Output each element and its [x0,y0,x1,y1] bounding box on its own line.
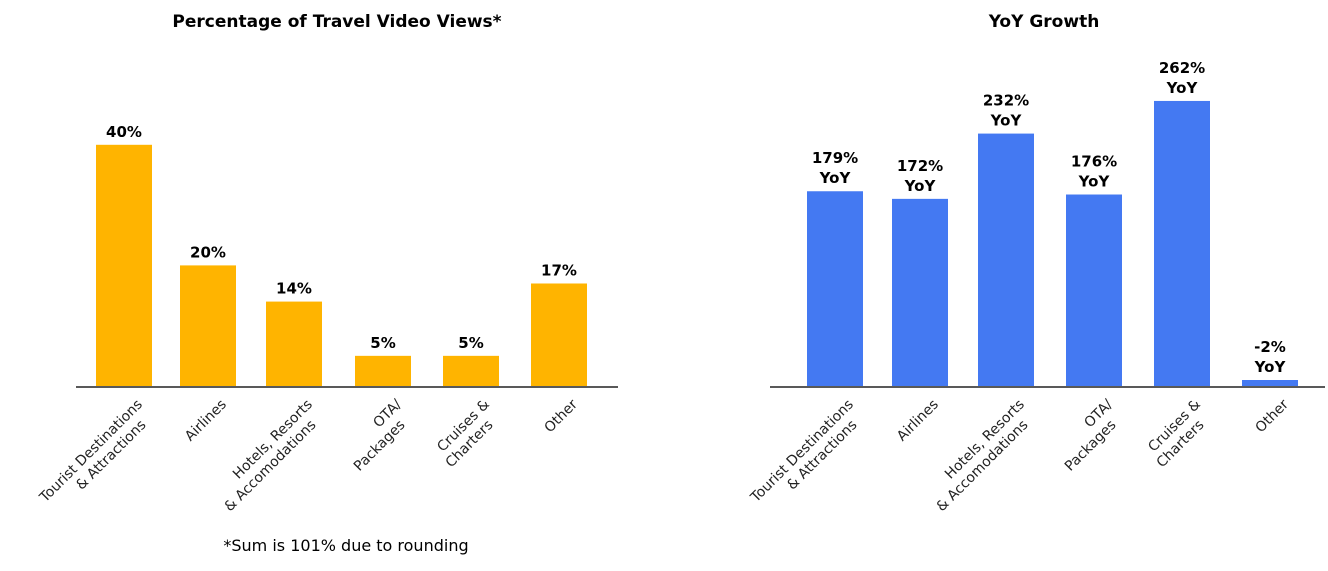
chart-2: YoY Growth 179% YoY Tourist Destinations& A… [747,12,1325,519]
category-label: OTA/Packages [1050,396,1128,474]
category-label: Airlines [894,397,942,445]
data-label: 14% [276,280,312,298]
data-label: 20% [190,243,226,261]
category-label: Tourist Destinations& Attractions [747,397,869,519]
bar [355,355,411,386]
bar [531,283,587,386]
data-label: 17% [541,261,577,279]
category-label: OTA/Packages [339,396,417,474]
data-label: 172% YoY [897,157,943,195]
bar [807,191,863,386]
chart-title: YoY Growth [988,12,1100,32]
chart-title: Percentage of Travel Video Views* [172,12,501,32]
category-label: Hotels, Resorts& Accomodations [922,397,1040,515]
category-label: Airlines [182,397,230,445]
footnote: *Sum is 101% due to rounding [223,536,468,555]
data-label: -2% YoY [1254,338,1287,376]
bar [1154,100,1210,386]
data-label: 40% [106,123,142,141]
category-label: Hotels, Resorts& Accomodations [210,397,328,515]
category-label: Tourist Destinations& Attractions [36,397,158,519]
data-label: 179% YoY [812,149,858,187]
data-label: 5% [370,334,395,352]
bar [180,265,236,386]
category-label: Other [1252,396,1292,436]
category-label: Cruises &Charters [431,397,505,471]
chart-1: Percentage of Travel Video Views* 40% Tour… [36,12,618,555]
data-label: 5% [458,334,483,352]
bar [96,144,152,386]
data-label: 262% YoY [1159,59,1205,97]
data-label: 176% YoY [1071,153,1117,191]
bar [1242,380,1298,386]
bar [1066,194,1122,386]
bar [978,133,1034,386]
bar [892,198,948,386]
category-label: Other [541,396,581,436]
category-label: Cruises &Charters [1142,397,1216,471]
bar [266,301,322,386]
data-label: 232% YoY [983,92,1029,130]
bar [443,355,499,386]
